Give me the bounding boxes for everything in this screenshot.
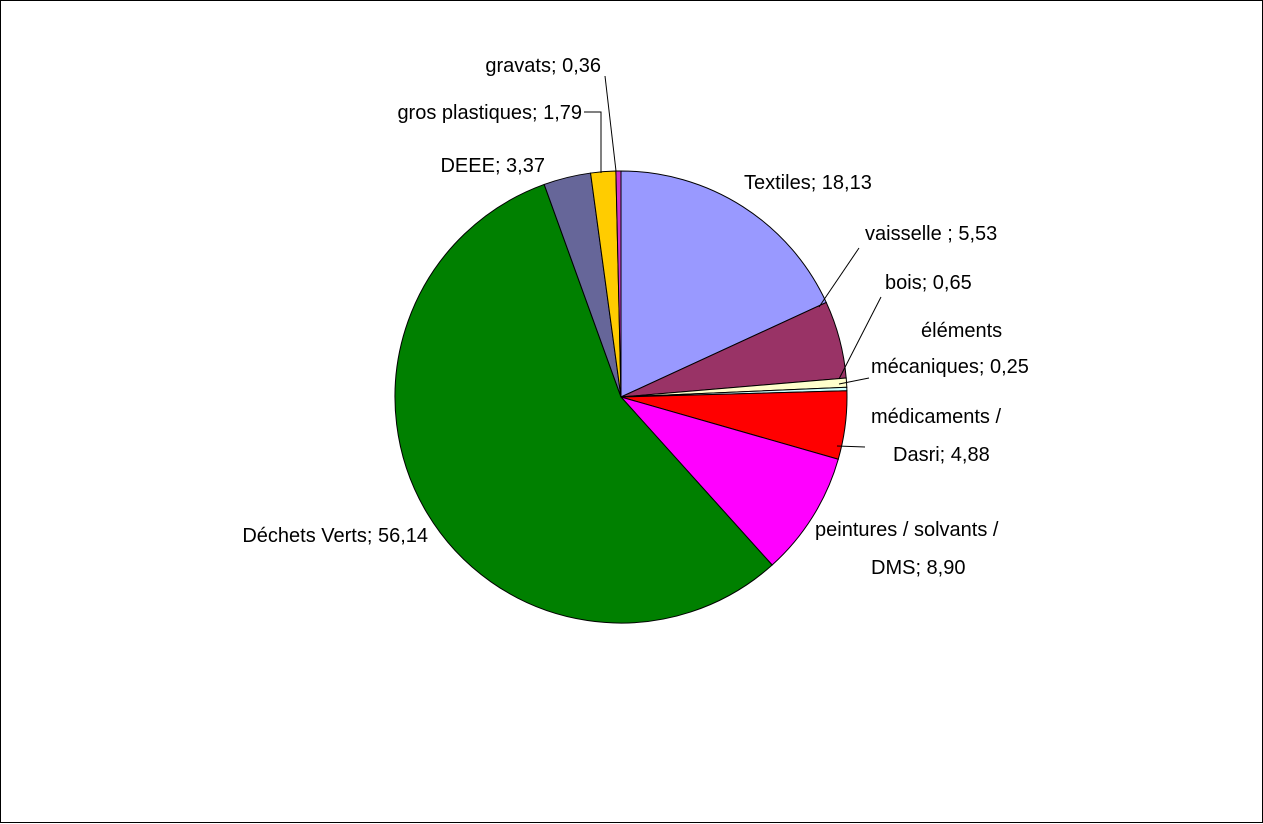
slice-label-gros-plastiques: gros plastiques; 1,79 (397, 102, 582, 124)
slice-label-medicaments-dasri-line-2: Dasri; 4,88 (893, 444, 990, 466)
slice-labels: Textiles; 18,13 vaisselle ; 5,53 bois; 0,6… (242, 55, 1029, 579)
leader-line-gros-plastiques (584, 111, 602, 173)
slice-label-elements-mecaniques-line-1: éléments (921, 320, 1002, 342)
leader-line-vaisselle (818, 247, 860, 308)
leader-line-gravats (604, 75, 617, 172)
slice-label-peintures-solvants-dms-line-2: DMS; 8,90 (871, 557, 965, 579)
slice-label-gravats: gravats; 0,36 (485, 55, 601, 77)
slice-label-deee: DEEE; 3,37 (440, 155, 545, 177)
slice-label-medicaments-dasri-line-1: médicaments / (871, 406, 1001, 428)
slice-label-peintures-solvants-dms-line-1: peintures / solvants / (815, 519, 999, 541)
slice-label-vaisselle: vaisselle ; 5,53 (865, 223, 997, 245)
leader-lines (584, 75, 882, 448)
pie-slices (394, 170, 848, 624)
slice-label-textiles: Textiles; 18,13 (744, 172, 872, 194)
leader-line-bois (838, 296, 882, 380)
slice-label-bois: bois; 0,65 (885, 272, 972, 294)
pie-slice-gravats (615, 170, 622, 398)
slice-label-dechets-verts: Déchets Verts; 56,14 (242, 525, 428, 547)
pie-slice-peintures-solvants-dms (619, 396, 839, 566)
slice-label-elements-mecaniques-line-2: mécaniques; 0,25 (871, 356, 1029, 378)
leader-line-elements-mecaniques (838, 377, 870, 385)
pie-slice-textiles (620, 170, 827, 398)
pie-slice-dechets-verts (394, 183, 773, 624)
leader-line-medicaments-dasri (836, 445, 866, 448)
